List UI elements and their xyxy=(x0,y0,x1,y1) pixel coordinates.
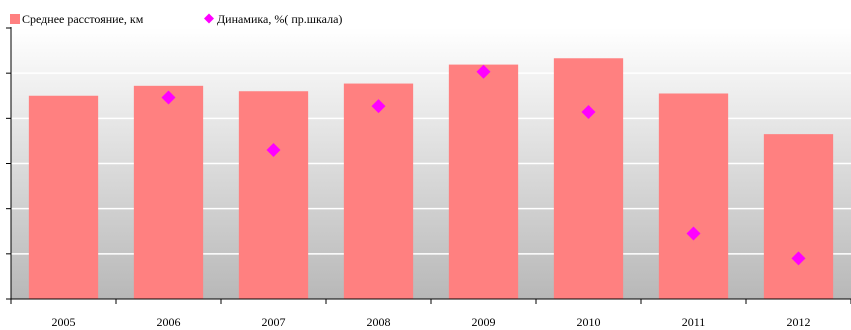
marker-2006 xyxy=(161,90,176,105)
marker-2009 xyxy=(476,64,491,79)
bar-2011 xyxy=(658,93,729,299)
axes xyxy=(6,27,851,304)
marker-2010 xyxy=(581,105,596,120)
marker-2011 xyxy=(686,226,701,241)
bar-series xyxy=(28,58,834,300)
x-tick-label: 2008 xyxy=(367,315,391,329)
x-tick-label: 2007 xyxy=(262,315,286,329)
x-tick-label: 2006 xyxy=(157,315,181,329)
x-tick-label: 2010 xyxy=(577,315,601,329)
bar-2005 xyxy=(28,95,99,299)
legend-swatch-diamond-icon xyxy=(204,13,214,24)
x-tick-label: 2012 xyxy=(787,315,811,329)
legend-label-marker: Динамика, %( пр.шкала) xyxy=(217,12,342,26)
x-tick-labels: 2005 2006 2007 2008 2009 2010 2011 2012 xyxy=(52,315,811,329)
marker-series xyxy=(161,64,806,266)
bar-2009 xyxy=(448,64,519,300)
x-tick-label: 2005 xyxy=(52,315,76,329)
bar-2010 xyxy=(553,58,624,300)
bar-2008 xyxy=(343,83,414,300)
marker-2012 xyxy=(791,251,806,266)
x-tick-label: 2009 xyxy=(472,315,496,329)
legend-swatch-bar xyxy=(10,14,20,24)
marker-2007 xyxy=(266,142,281,157)
bar-2006 xyxy=(133,85,204,300)
bar-2012 xyxy=(763,134,834,299)
legend: Среднее расстояние, км Динамика, %( пр.ш… xyxy=(10,12,342,26)
marker-2008 xyxy=(371,99,386,114)
legend-label-bar: Среднее расстояние, км xyxy=(22,12,144,26)
x-tick-label: 2011 xyxy=(682,315,706,329)
bar-2007 xyxy=(238,91,309,299)
